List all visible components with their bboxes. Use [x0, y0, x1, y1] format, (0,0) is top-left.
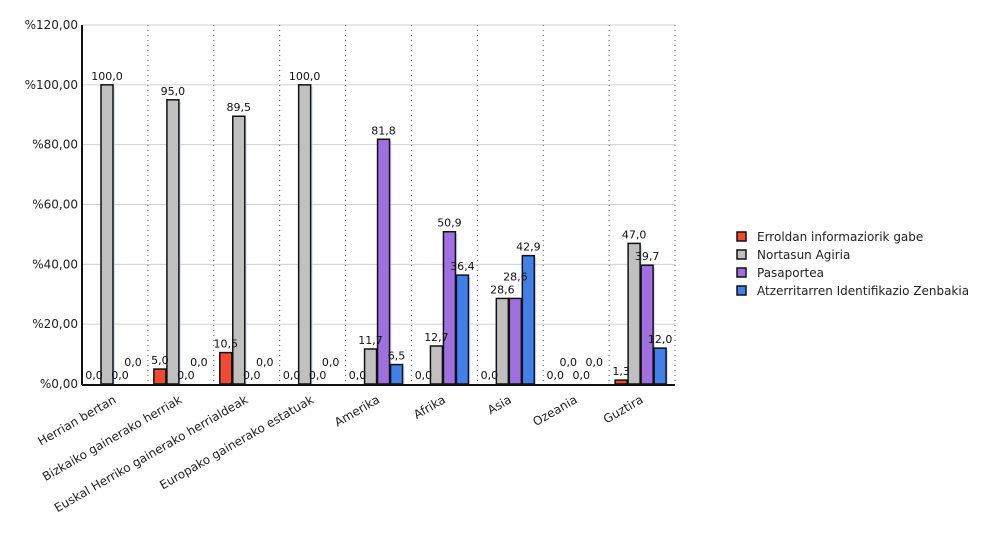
- legend-swatch: [736, 267, 747, 278]
- y-tick-label: %0,00: [40, 377, 78, 391]
- data-label: 100,0: [91, 70, 123, 83]
- bar: [653, 347, 667, 385]
- x-tick-label: Ozeania: [530, 392, 579, 429]
- legend-label: Pasaportea: [757, 266, 824, 280]
- bar: [100, 84, 114, 385]
- bar: [219, 351, 233, 385]
- data-label: 12,7: [424, 331, 449, 344]
- bar: [376, 138, 391, 385]
- bar: [640, 264, 654, 385]
- data-label: 0,0: [177, 369, 195, 382]
- data-label: 6,5: [388, 350, 406, 363]
- data-label: 11,7: [358, 334, 383, 347]
- data-label: 0,0: [546, 369, 564, 382]
- bar: [297, 84, 312, 385]
- legend-label: Atzerritarren Identifikazio Zenbakia: [757, 284, 969, 298]
- bar: [508, 297, 523, 385]
- y-tick-label: %120,00: [25, 18, 78, 32]
- y-tick-label: %60,00: [32, 198, 78, 212]
- data-label: 42,9: [516, 241, 541, 254]
- bar: [363, 348, 378, 385]
- data-label: 0,0: [349, 369, 367, 382]
- y-tick-label: %100,00: [25, 78, 78, 92]
- data-label: 36,4: [450, 260, 475, 273]
- data-label: 28,6: [503, 270, 528, 283]
- legend-label: Erroldan informaziorik gabe: [757, 230, 923, 244]
- data-label: 81,8: [371, 124, 396, 137]
- x-tick-label: Asia: [485, 392, 514, 417]
- legend-swatch: [736, 285, 747, 296]
- data-label: 0,0: [481, 369, 499, 382]
- x-tick-label: Afrika: [411, 392, 448, 421]
- data-label: 5,0: [151, 354, 169, 367]
- data-label: 0,0: [243, 369, 261, 382]
- data-label: 89,5: [227, 101, 252, 114]
- bar: [389, 363, 404, 385]
- data-label: 0,0: [283, 369, 301, 382]
- y-tick-label: %40,00: [32, 257, 78, 271]
- data-label: 0,0: [111, 369, 129, 382]
- x-tick-label: Guztira: [601, 392, 646, 426]
- legend-label: Nortasun Agiria: [757, 248, 850, 262]
- bar: [166, 99, 180, 385]
- data-label: 1,3: [612, 365, 630, 378]
- data-label: 0,0: [585, 356, 603, 369]
- data-label: 0,0: [572, 369, 590, 382]
- legend-swatch: [736, 231, 747, 242]
- data-label: 0,0: [85, 369, 103, 382]
- data-label: 0,0: [322, 356, 340, 369]
- y-tick-label: %80,00: [32, 138, 78, 152]
- bar: [495, 297, 510, 385]
- data-label: 100,0: [289, 70, 321, 83]
- x-tick-label: Amerika: [332, 392, 382, 429]
- bar: [442, 230, 457, 385]
- data-label: 0,0: [559, 356, 577, 369]
- bar: [153, 368, 167, 385]
- bar: [455, 274, 470, 385]
- bar: [614, 379, 628, 385]
- data-label: 28,6: [490, 283, 515, 296]
- data-label: 10,5: [214, 338, 239, 351]
- data-label: 0,0: [309, 369, 327, 382]
- data-label: 47,0: [622, 228, 647, 241]
- data-label: 39,7: [635, 250, 660, 263]
- data-label: 0,0: [256, 356, 274, 369]
- data-label: 50,9: [437, 217, 462, 230]
- legend-swatch: [736, 249, 747, 260]
- data-label: 0,0: [124, 356, 142, 369]
- bar: [627, 242, 641, 385]
- data-label: 12,0: [648, 333, 673, 346]
- data-label: 0,0: [190, 356, 208, 369]
- bar: [429, 345, 444, 385]
- data-label: 0,0: [415, 369, 433, 382]
- data-label: 95,0: [161, 85, 186, 98]
- y-tick-label: %20,00: [32, 317, 78, 331]
